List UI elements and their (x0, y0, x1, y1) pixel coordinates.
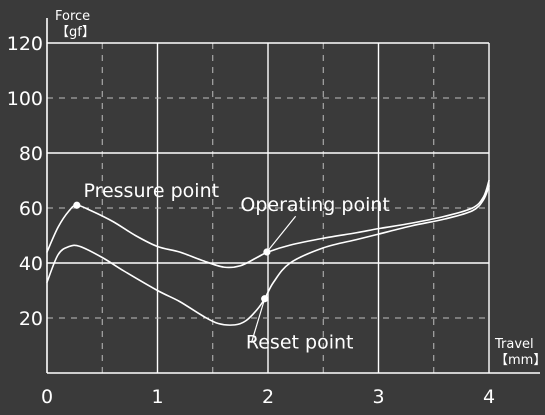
y-tick-label: 120 (7, 33, 43, 55)
key-point-3 (261, 295, 269, 303)
annotation-pointers (250, 215, 297, 343)
y-tick-label: 40 (19, 253, 43, 275)
y-tick-label: 80 (19, 143, 43, 165)
key-points (73, 201, 271, 303)
series-line-1 (46, 179, 490, 269)
y-axis-unit: 【gf】 (56, 25, 95, 40)
x-axis-title: Travel (494, 337, 534, 352)
x-tick-label: 1 (151, 386, 163, 408)
y-tick-label: 100 (7, 88, 43, 110)
x-tick-label: 3 (372, 386, 384, 408)
x-tick-label: 2 (262, 386, 274, 408)
tick-labels: 0 1 2 3 4 20 40 60 80 100 120 (7, 33, 495, 408)
x-tick-label: 4 (483, 386, 495, 408)
y-tick-label: 20 (19, 308, 43, 330)
pointer-line-2 (250, 298, 266, 343)
y-tick-label: 60 (19, 198, 43, 220)
grid (47, 42, 490, 373)
series-line-2 (46, 185, 490, 326)
pointer-line-1 (266, 215, 297, 253)
key-point-1 (73, 201, 81, 209)
annotation-labels: Pressure point Operating point Reset point (83, 180, 389, 353)
annotation-label-1: Pressure point (83, 180, 219, 202)
x-axis-unit: 【mm】 (495, 353, 545, 368)
key-point-2 (263, 248, 271, 256)
x-tick-label: 0 (41, 386, 53, 408)
y-axis-title: Force (55, 9, 90, 24)
annotation-label-3: Reset point (246, 331, 354, 353)
axes (46, 18, 540, 374)
series-lines (46, 179, 490, 326)
annotation-label-2: Operating point (240, 194, 390, 216)
